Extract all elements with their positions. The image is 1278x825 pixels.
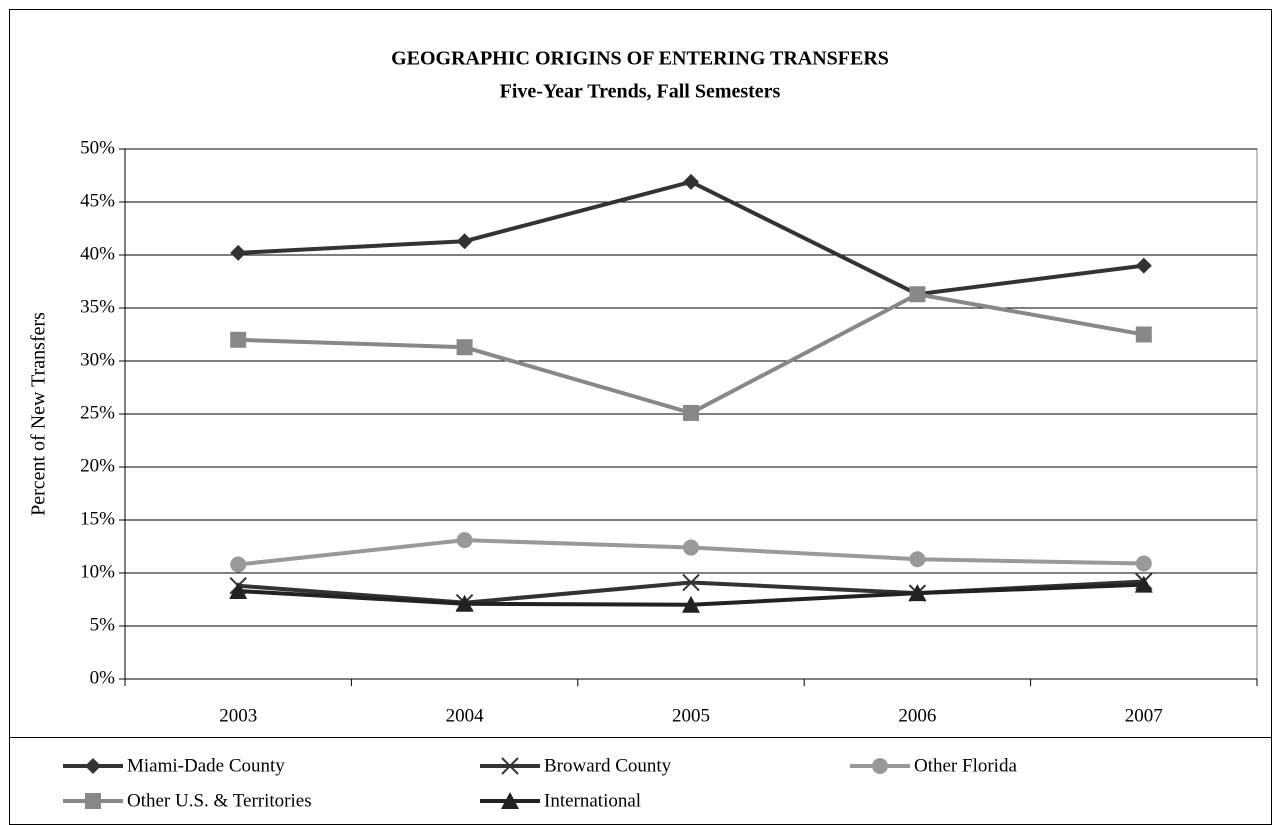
marker [85, 793, 101, 809]
marker [455, 594, 474, 612]
x-tick-label: 2006 [898, 705, 936, 726]
marker [682, 595, 700, 613]
marker [501, 792, 519, 809]
y-tick-label: 25% [80, 402, 115, 423]
x-tick-label: 2004 [446, 705, 485, 726]
marker [1135, 326, 1152, 343]
marker [229, 582, 248, 600]
marker [1135, 555, 1152, 572]
y-tick-label: 10% [80, 561, 115, 582]
x-tick-label: 2003 [219, 705, 257, 726]
marker [456, 233, 473, 250]
marker [908, 584, 927, 602]
marker [1134, 575, 1153, 593]
legend-label: Miami-Dade County [127, 755, 285, 776]
x-tick-label: 2005 [672, 705, 710, 726]
marker [683, 173, 699, 190]
chart-frame [9, 9, 1272, 825]
x-tick-label: 2007 [1125, 705, 1163, 726]
y-tick-label: 20% [80, 455, 115, 476]
marker [230, 331, 247, 348]
legend-label: International [544, 790, 641, 811]
legend-label: Broward County [544, 755, 672, 776]
marker [456, 339, 473, 356]
marker [230, 556, 247, 573]
marker [1135, 257, 1152, 274]
chart-title: GEOGRAPHIC ORIGINS OF ENTERING TRANSFERS [391, 48, 889, 70]
y-tick-label: 0% [90, 667, 116, 688]
marker [683, 404, 699, 421]
marker [683, 539, 699, 556]
marker [230, 244, 247, 261]
y-tick-label: 30% [80, 349, 115, 370]
y-tick-label: 15% [80, 508, 115, 529]
y-tick-label: 50% [80, 137, 115, 158]
marker [501, 757, 519, 775]
marker [85, 758, 101, 774]
marker [682, 573, 700, 592]
y-tick-label: 35% [80, 296, 115, 317]
marker [909, 286, 926, 303]
marker [456, 532, 473, 549]
legend-label: Other Florida [914, 755, 1017, 776]
y-tick-label: 45% [80, 190, 115, 211]
chart-subtitle: Five-Year Trends, Fall Semesters [500, 81, 781, 103]
y-tick-label: 5% [90, 614, 116, 635]
marker [872, 758, 888, 774]
y-tick-label: 40% [80, 243, 115, 264]
marker [909, 551, 926, 568]
legend-label: Other U.S. & Territories [127, 790, 312, 811]
y-axis-label: Percent of New Transfers [28, 312, 50, 516]
